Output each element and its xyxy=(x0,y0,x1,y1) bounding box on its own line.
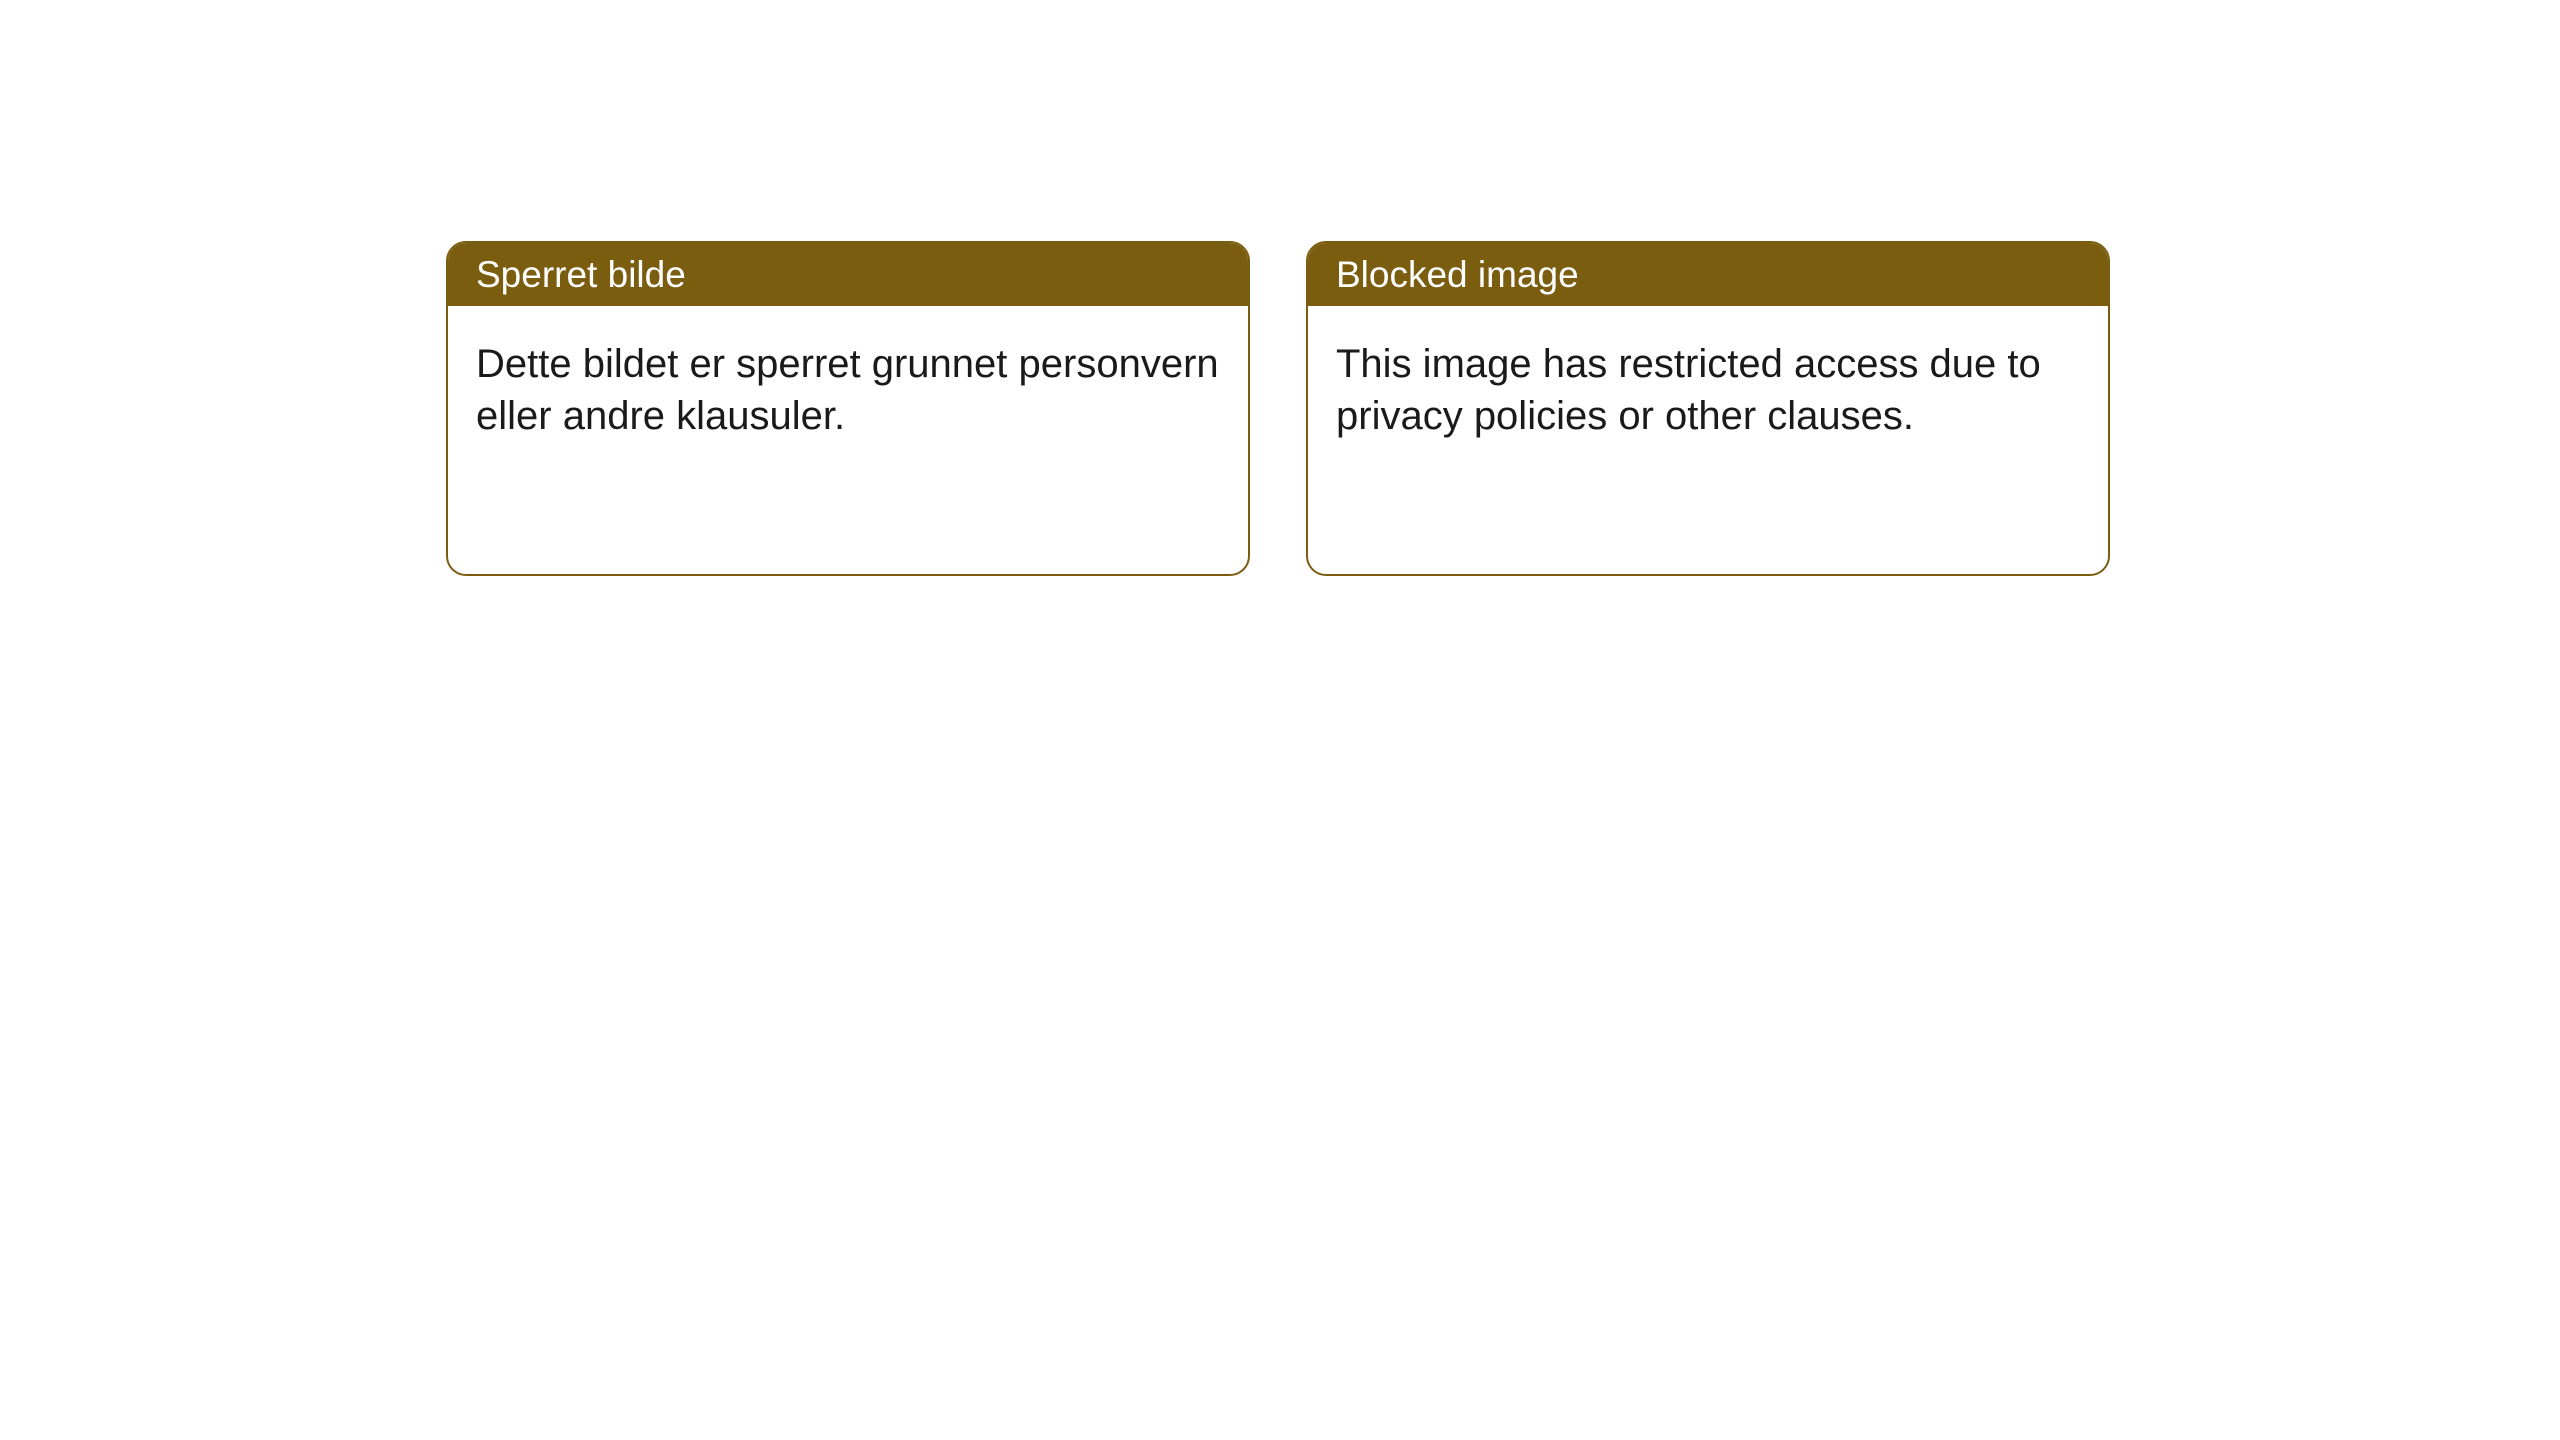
card-text-english: This image has restricted access due to … xyxy=(1336,342,2041,438)
card-title-english: Blocked image xyxy=(1336,254,1579,296)
blocked-image-notice-container: Sperret bilde Dette bildet er sperret gr… xyxy=(0,0,2560,576)
card-body-norwegian: Dette bildet er sperret grunnet personve… xyxy=(448,306,1248,474)
card-header-english: Blocked image xyxy=(1308,243,2108,306)
card-body-english: This image has restricted access due to … xyxy=(1308,306,2108,474)
blocked-image-card-english: Blocked image This image has restricted … xyxy=(1306,241,2110,576)
card-header-norwegian: Sperret bilde xyxy=(448,243,1248,306)
blocked-image-card-norwegian: Sperret bilde Dette bildet er sperret gr… xyxy=(446,241,1250,576)
card-text-norwegian: Dette bildet er sperret grunnet personve… xyxy=(476,342,1219,438)
card-title-norwegian: Sperret bilde xyxy=(476,254,686,296)
